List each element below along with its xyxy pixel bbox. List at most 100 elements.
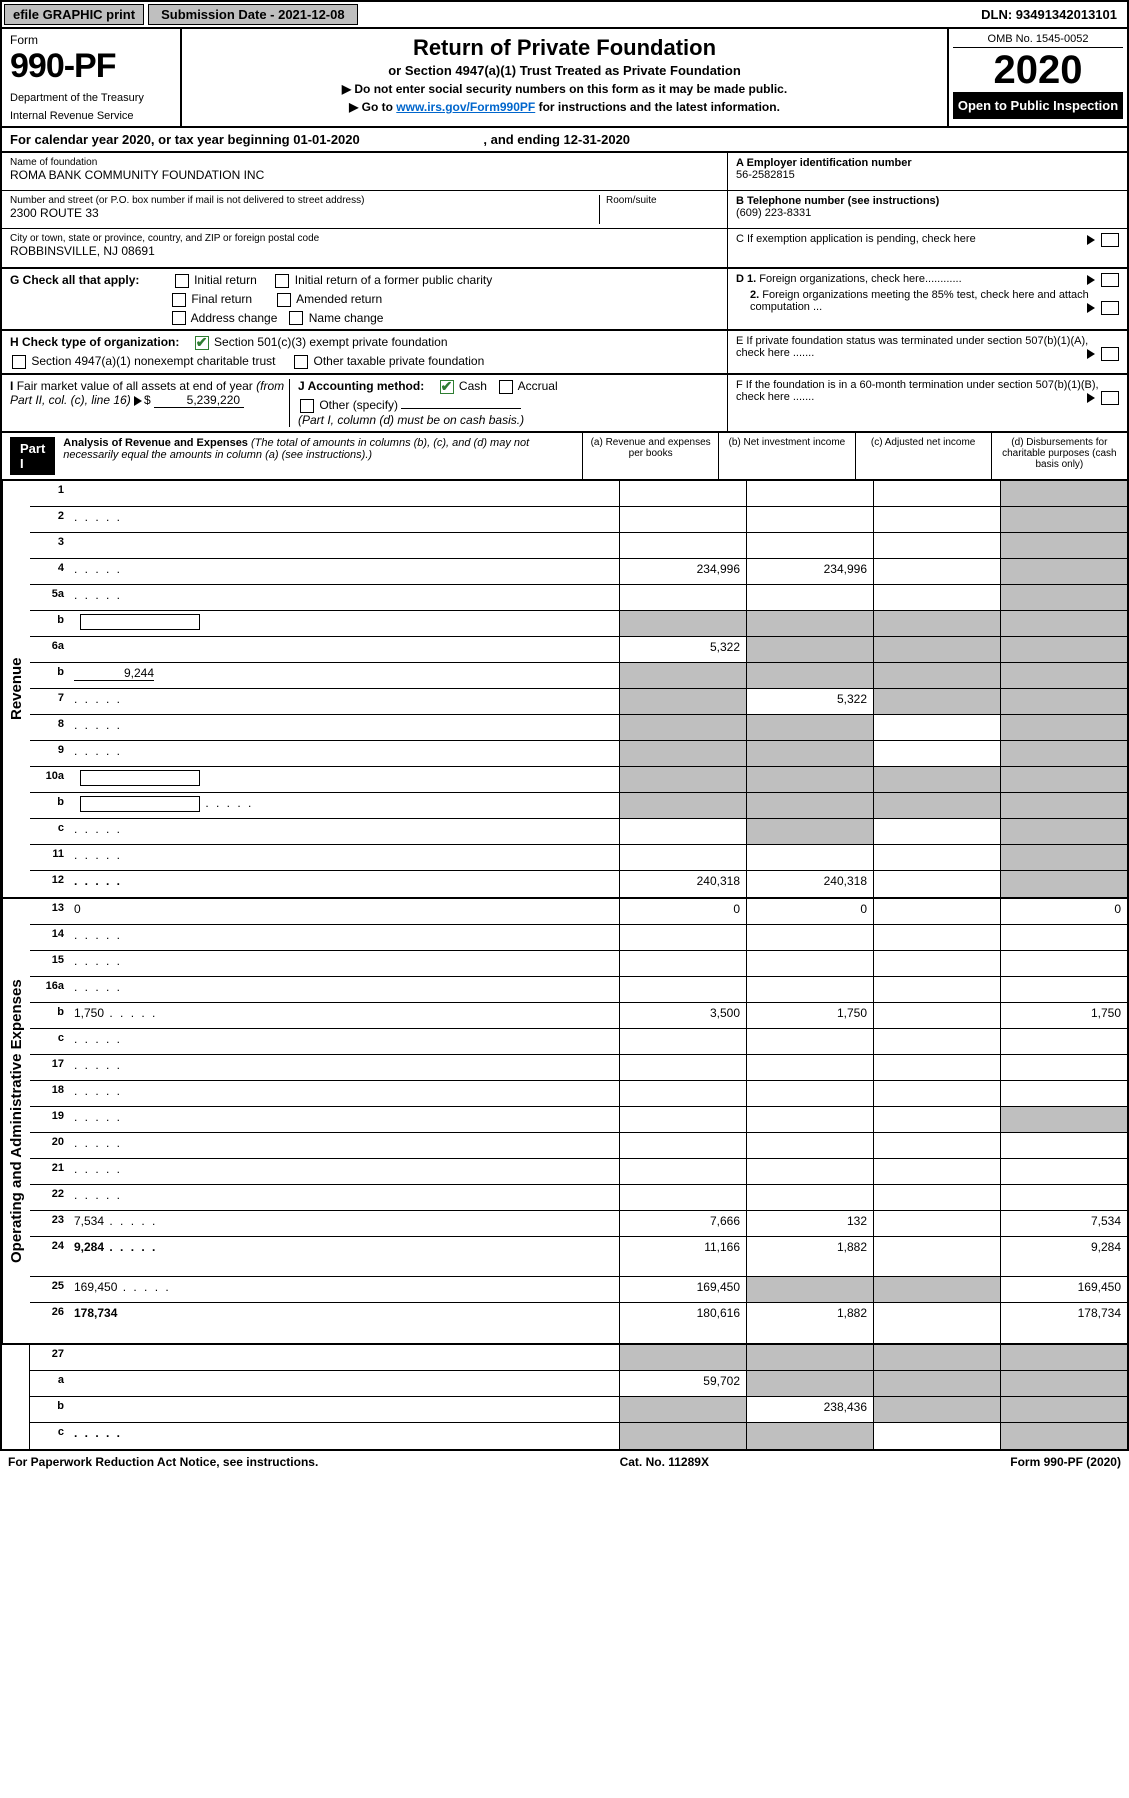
d-section: D 1. Foreign organizations, check here..… xyxy=(727,269,1127,329)
row-number: b xyxy=(30,611,70,636)
cell-b xyxy=(746,793,873,818)
table-row: b 9,244 xyxy=(30,663,1127,689)
cell-d xyxy=(1000,1185,1127,1210)
final-spacer xyxy=(2,1345,30,1449)
revenue-table: Revenue 1234234,996234,9965ab 6a5,322b 9… xyxy=(0,481,1129,899)
table-row: b238,436 xyxy=(30,1397,1127,1423)
ssn-warning: ▶ Do not enter social security numbers o… xyxy=(192,82,937,96)
chk-accrual[interactable] xyxy=(499,380,513,394)
d2-checkbox[interactable] xyxy=(1101,301,1119,315)
form-number: 990-PF xyxy=(10,47,172,86)
cell-b: 1,882 xyxy=(746,1303,873,1343)
table-row: 12240,318240,318 xyxy=(30,871,1127,897)
row-number: c xyxy=(30,1423,70,1449)
row-number: 18 xyxy=(30,1081,70,1106)
chk-final[interactable] xyxy=(172,293,186,307)
cell-a xyxy=(619,533,746,558)
cell-c xyxy=(873,637,1000,662)
row-desc xyxy=(70,585,619,610)
row-number: 8 xyxy=(30,715,70,740)
row-number: 24 xyxy=(30,1237,70,1276)
chk-address[interactable] xyxy=(172,311,186,325)
row-desc xyxy=(70,507,619,532)
table-row: 20 xyxy=(30,1133,1127,1159)
cell-c xyxy=(873,1211,1000,1236)
row-number: 25 xyxy=(30,1277,70,1302)
cell-d xyxy=(1000,585,1127,610)
row-number: 21 xyxy=(30,1159,70,1184)
g-label: G Check all that apply: xyxy=(10,273,139,287)
row-desc xyxy=(70,741,619,766)
cell-d xyxy=(1000,845,1127,870)
d1-checkbox[interactable] xyxy=(1101,273,1119,287)
chk-501c3[interactable] xyxy=(195,336,209,350)
part1-header-row: Part I Analysis of Revenue and Expenses … xyxy=(0,433,1129,481)
cell-a: 240,318 xyxy=(619,871,746,897)
chk-4947[interactable] xyxy=(12,355,26,369)
row-number: 14 xyxy=(30,925,70,950)
row-number: 6a xyxy=(30,637,70,662)
row-number: 19 xyxy=(30,1107,70,1132)
table-row: 4234,996234,996 xyxy=(30,559,1127,585)
col-a-header: (a) Revenue and expenses per books xyxy=(582,433,718,479)
c-checkbox[interactable] xyxy=(1101,233,1119,247)
submission-date: Submission Date - 2021-12-08 xyxy=(148,4,358,25)
chk-other-tax[interactable] xyxy=(294,355,308,369)
row-number: 17 xyxy=(30,1055,70,1080)
cell-c xyxy=(873,1397,1000,1422)
row-desc xyxy=(70,533,619,558)
cell-b xyxy=(746,715,873,740)
addr-label: Number and street (or P.O. box number if… xyxy=(10,195,599,206)
row-number: 16a xyxy=(30,977,70,1002)
cell-a xyxy=(619,793,746,818)
ein-cell: A Employer identification number 56-2582… xyxy=(728,153,1127,191)
cell-c xyxy=(873,1133,1000,1158)
revenue-side-label: Revenue xyxy=(2,481,30,897)
row-number: b xyxy=(30,793,70,818)
room-label: Room/suite xyxy=(606,195,719,206)
arrow-icon xyxy=(1087,235,1095,245)
cell-d xyxy=(1000,793,1127,818)
cell-c xyxy=(873,845,1000,870)
irs-link[interactable]: www.irs.gov/Form990PF xyxy=(396,100,535,114)
efile-print-button[interactable]: efile GRAPHIC print xyxy=(4,4,144,25)
cell-b xyxy=(746,925,873,950)
cell-b xyxy=(746,1107,873,1132)
i-value: 5,239,220 xyxy=(154,393,244,408)
form-header: Form 990-PF Department of the Treasury I… xyxy=(0,29,1129,128)
cell-c xyxy=(873,507,1000,532)
row-desc xyxy=(70,951,619,976)
foundation-name: ROMA BANK COMMUNITY FOUNDATION INC xyxy=(10,168,719,182)
table-row: 21 xyxy=(30,1159,1127,1185)
chk-initial-return[interactable] xyxy=(175,274,189,288)
cell-a: 180,616 xyxy=(619,1303,746,1343)
row-desc: 178,734 xyxy=(70,1303,619,1343)
g-section: G Check all that apply: Initial return I… xyxy=(2,269,727,329)
cell-a xyxy=(619,585,746,610)
chk-cash[interactable] xyxy=(440,380,454,394)
table-row: a59,702 xyxy=(30,1371,1127,1397)
e-checkbox[interactable] xyxy=(1101,347,1119,361)
table-row: 25169,450169,450169,450 xyxy=(30,1277,1127,1303)
table-row: 5a xyxy=(30,585,1127,611)
table-row: c xyxy=(30,1423,1127,1449)
cell-c xyxy=(873,1237,1000,1276)
cell-c xyxy=(873,533,1000,558)
chk-initial-former[interactable] xyxy=(275,274,289,288)
f-checkbox[interactable] xyxy=(1101,391,1119,405)
row-desc xyxy=(70,977,619,1002)
cell-d xyxy=(1000,871,1127,897)
cell-a xyxy=(619,1345,746,1370)
chk-other-method[interactable] xyxy=(300,399,314,413)
cell-b xyxy=(746,507,873,532)
header-center: Return of Private Foundation or Section … xyxy=(182,29,947,126)
col-b-header: (b) Net investment income xyxy=(718,433,854,479)
opt-other-tax: Other taxable private foundation xyxy=(314,354,485,368)
chk-name[interactable] xyxy=(289,311,303,325)
cell-b xyxy=(746,1055,873,1080)
cell-a xyxy=(619,507,746,532)
table-row: 237,5347,6661327,534 xyxy=(30,1211,1127,1237)
footer: For Paperwork Reduction Act Notice, see … xyxy=(0,1451,1129,1473)
row-desc xyxy=(70,1159,619,1184)
chk-amended[interactable] xyxy=(277,293,291,307)
